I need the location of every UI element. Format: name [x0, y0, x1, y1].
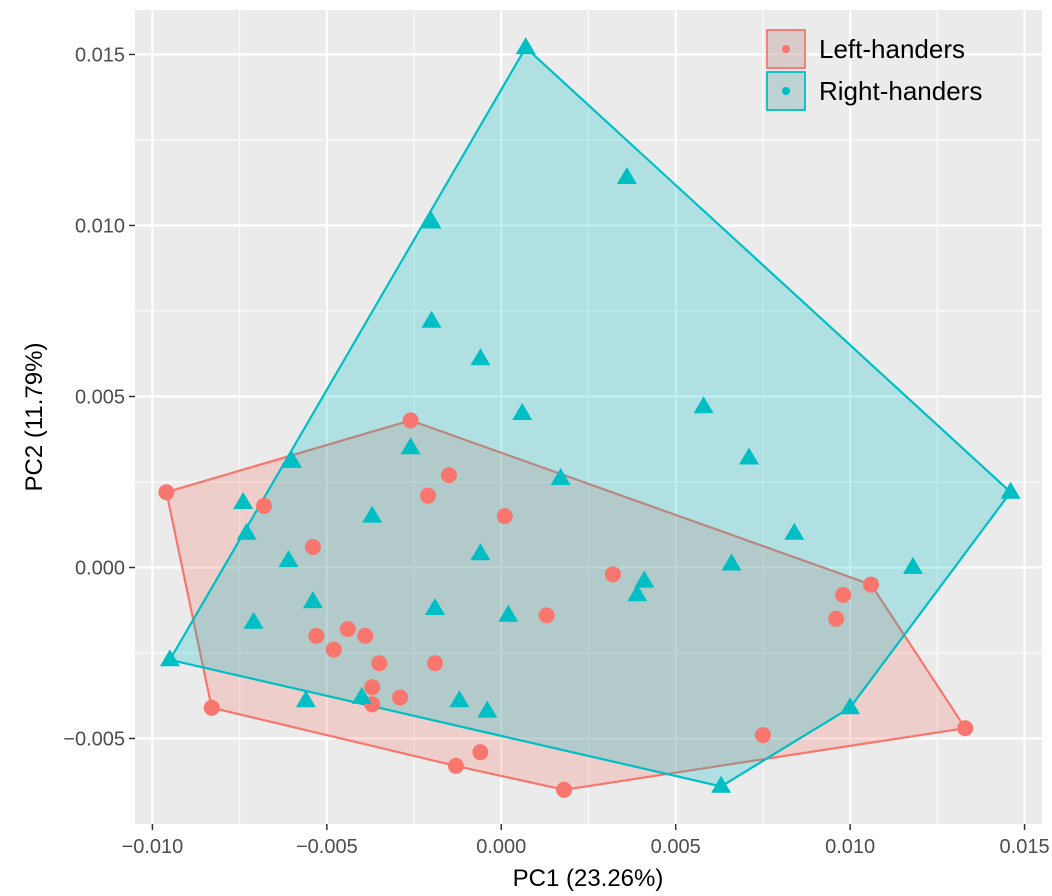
y-tick-label: 0.015 — [75, 44, 125, 66]
point-right-handers — [693, 396, 714, 414]
point-right-handers — [351, 686, 372, 704]
x-tick-label: 0.015 — [1000, 836, 1050, 858]
point-right-handers — [512, 403, 533, 420]
point-left-handers — [754, 727, 771, 744]
point-right-handers — [400, 437, 421, 455]
point-right-handers — [784, 522, 805, 540]
legend-label: Left-handers — [819, 34, 965, 64]
point-right-handers — [470, 348, 491, 366]
point-left-handers — [364, 679, 381, 696]
point-left-handers — [828, 610, 845, 627]
point-left-handers — [472, 744, 489, 761]
x-axis-tick-labels: −0.010 −0.005 0.000 0.005 0.010 0.015 — [122, 836, 1050, 858]
y-axis-title: PC2 (11.79%) — [21, 343, 48, 492]
point-right-handers — [302, 591, 323, 609]
point-right-handers — [362, 505, 383, 523]
point-right-handers — [498, 604, 519, 622]
point-left-handers — [392, 689, 409, 706]
x-tick-label: −0.005 — [296, 836, 358, 858]
point-right-handers — [295, 690, 316, 708]
point-right-handers — [477, 700, 498, 718]
point-left-handers — [863, 576, 880, 593]
point-left-handers — [308, 627, 325, 644]
point-right-handers — [550, 468, 571, 485]
point-left-handers — [440, 467, 457, 484]
x-tick-label: −0.010 — [122, 836, 184, 858]
y-axis-tick-labels: −0.005 0.000 0.005 0.010 0.015 — [63, 44, 125, 750]
legend-marker — [782, 87, 790, 95]
point-right-handers — [1000, 481, 1021, 499]
point-left-handers — [427, 655, 444, 672]
point-left-handers — [371, 655, 388, 672]
point-right-handers — [243, 611, 264, 629]
point-left-handers — [447, 757, 464, 774]
point-right-handers — [739, 447, 759, 465]
point-right-handers — [421, 211, 442, 229]
point-right-handers — [711, 775, 732, 793]
point-right-handers — [634, 570, 655, 588]
point-right-handers — [627, 584, 648, 602]
point-left-handers — [496, 508, 513, 525]
point-left-handers — [357, 627, 374, 644]
legend-marker — [782, 45, 790, 53]
point-left-handers — [420, 487, 437, 504]
point-left-handers — [604, 566, 621, 583]
point-right-handers — [236, 522, 257, 540]
x-tick-label: 0.005 — [651, 836, 701, 858]
x-tick-label: 0.000 — [476, 836, 526, 858]
point-left-handers — [556, 781, 573, 798]
point-right-handers — [721, 553, 742, 571]
point-left-handers — [402, 412, 419, 429]
point-right-handers — [421, 310, 442, 328]
point-right-handers — [233, 492, 254, 509]
point-left-handers — [256, 497, 273, 514]
point-left-handers — [538, 607, 555, 624]
major-gridlines — [135, 10, 1042, 824]
point-left-handers — [957, 720, 974, 737]
axis-ticks — [129, 53, 1026, 830]
hull-right-handers — [168, 46, 1012, 788]
point-left-handers — [203, 699, 220, 716]
y-tick-label: 0.000 — [75, 557, 125, 579]
x-axis-title: PC1 (23.26%) — [513, 865, 664, 892]
point-left-handers — [158, 484, 175, 501]
point-right-handers — [449, 690, 470, 708]
point-right-handers — [470, 543, 491, 561]
point-right-handers — [616, 167, 637, 184]
point-left-handers — [325, 641, 342, 658]
y-tick-label: −0.005 — [63, 728, 125, 750]
point-right-handers — [159, 649, 180, 667]
legend-label: Right-handers — [819, 76, 982, 106]
point-right-handers — [515, 37, 536, 55]
point-right-handers — [425, 598, 445, 615]
point-right-handers — [282, 450, 302, 468]
point-left-handers — [339, 621, 356, 638]
point-left-handers — [835, 586, 852, 603]
point-right-handers — [902, 556, 923, 574]
x-tick-label: 0.010 — [825, 836, 875, 858]
legend: Left-handers Right-handers — [766, 29, 982, 111]
y-tick-label: 0.010 — [75, 215, 125, 237]
point-right-handers — [840, 697, 861, 715]
data-points — [158, 37, 1021, 798]
y-tick-label: 0.005 — [75, 386, 125, 408]
point-right-handers — [278, 550, 299, 568]
point-left-handers — [304, 538, 321, 555]
